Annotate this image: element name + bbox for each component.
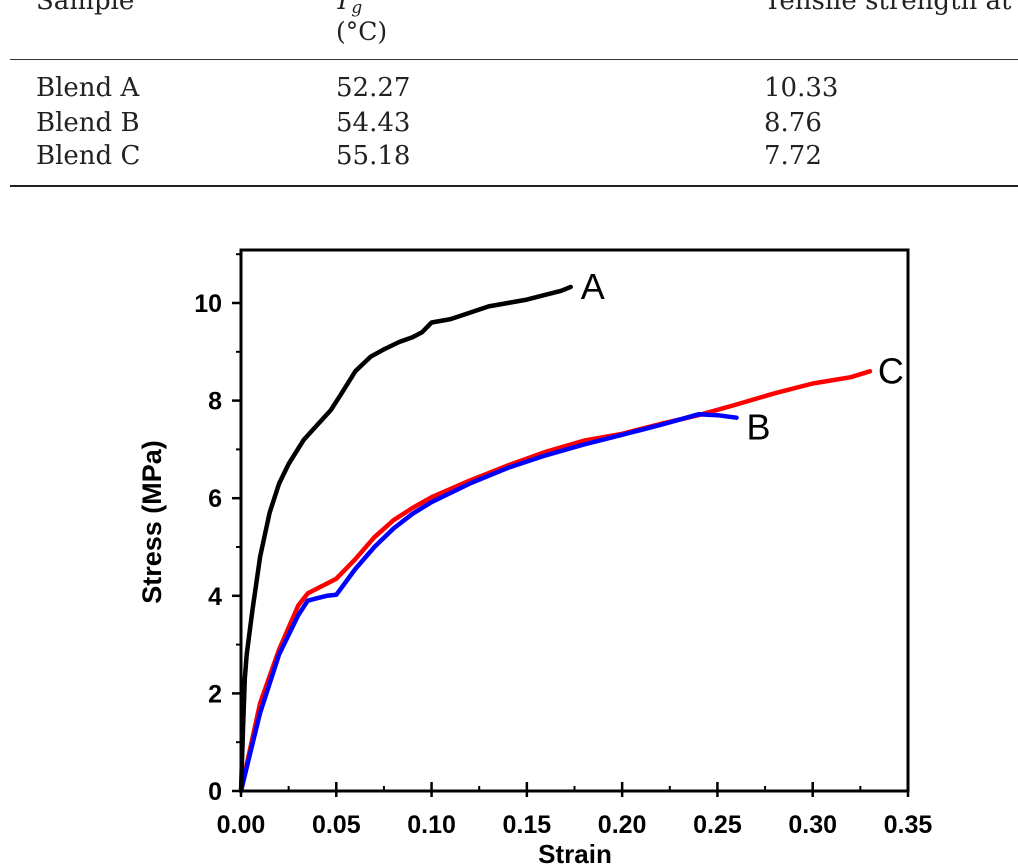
y-axis-label: Stress (MPa) [137, 440, 167, 604]
header-tensile: Tensile strength at b [764, 0, 1018, 16]
series-labels: A B C [581, 266, 904, 448]
row-2-tensile: 8.76 [764, 108, 822, 138]
series-c-line [238, 369, 873, 794]
x-tick-label: 0.35 [884, 811, 933, 839]
y-tick-label: 2 [208, 680, 222, 708]
y-tick-label: 4 [208, 583, 222, 611]
x-tick-label: 0.10 [407, 811, 456, 839]
x-tick-label: 0.25 [693, 811, 742, 839]
series-c-label: C [878, 350, 904, 391]
x-axis-ticks: 0.00 0.05 0.10 0.15 0.20 0.25 0.30 0.35 [217, 782, 933, 839]
series-a-label: A [581, 266, 605, 307]
y-tick-label: 6 [208, 485, 222, 513]
row-2-tg: 54.43 [336, 108, 411, 138]
y-tick-label: 0 [208, 778, 222, 806]
x-tick-label: 0.15 [503, 811, 552, 839]
header-tg-unit: (°C) [336, 17, 388, 46]
x-tick-label: 0.20 [598, 811, 647, 839]
y-tick-label: 10 [194, 290, 222, 318]
row-1-tensile: 10.33 [764, 73, 839, 103]
header-tg-subscript: g [351, 0, 363, 18]
series-b-line [238, 412, 739, 794]
bottom-rule [10, 185, 1018, 187]
row-3-sample: Blend C [36, 141, 141, 171]
x-axis-label: Strain [538, 839, 612, 864]
row-1-tg: 52.27 [336, 73, 411, 103]
series-layer [238, 284, 873, 794]
x-tick-label: 0.00 [217, 811, 266, 839]
row-3-tensile: 7.72 [764, 141, 822, 171]
header-tg: Tg [334, 0, 362, 23]
row-3-tg: 55.18 [336, 141, 411, 171]
stress-strain-chart-container: 0.00 0.05 0.10 0.15 0.20 0.25 0.30 0.35 0 2 4 6 8 10… [0, 210, 1018, 868]
header-rule [10, 59, 1018, 60]
row-2-sample: Blend B [36, 108, 140, 138]
row-1-sample: Blend A [36, 73, 140, 103]
header-tg-symbol: T [334, 0, 352, 16]
header-sample: Sample [36, 0, 135, 16]
y-axis-ticks: 0 2 4 6 8 10 [194, 253, 241, 806]
series-a-line [238, 284, 573, 794]
series-b-label: B [746, 407, 770, 448]
stress-strain-chart: 0.00 0.05 0.10 0.15 0.20 0.25 0.30 0.35 0 2 4 6 8 10… [137, 248, 933, 868]
properties-table: Sample Tg (°C) Tensile strength at b Ble… [0, 0, 1018, 200]
x-tick-label: 0.05 [312, 811, 361, 839]
y-tick-label: 8 [208, 388, 222, 416]
plot-frame [239, 248, 910, 793]
x-tick-label: 0.30 [788, 811, 837, 839]
